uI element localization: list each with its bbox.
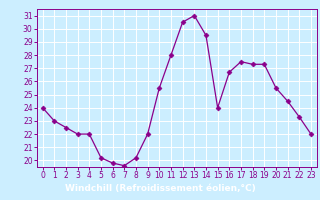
Text: Windchill (Refroidissement éolien,°C): Windchill (Refroidissement éolien,°C): [65, 184, 255, 193]
